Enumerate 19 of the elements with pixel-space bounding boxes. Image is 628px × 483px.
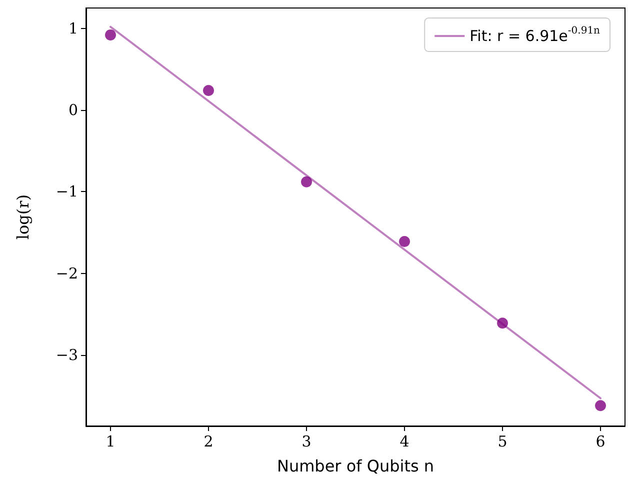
y-axis-title: log(r) — [14, 194, 32, 240]
point — [203, 84, 214, 96]
x-tick-label: 4 — [400, 432, 410, 450]
y-tick-label: −3 — [56, 346, 78, 364]
x-tick-label: 6 — [596, 432, 606, 450]
point — [595, 400, 606, 412]
x-tick-label: 3 — [302, 432, 312, 450]
x-axis-title: Number of Qubits n — [276, 456, 434, 476]
y-tick-label: 1 — [68, 19, 78, 38]
y-tick-label: 0 — [68, 101, 78, 120]
x-tick-label: 5 — [498, 432, 508, 450]
y-tick-label: −1 — [56, 182, 78, 201]
point — [105, 29, 116, 40]
point — [399, 236, 410, 247]
y-tick-label: −2 — [56, 264, 78, 282]
point — [497, 318, 508, 329]
x-tick-label: 1 — [106, 432, 116, 450]
point — [301, 176, 312, 188]
x-tick-label: 2 — [204, 432, 214, 450]
